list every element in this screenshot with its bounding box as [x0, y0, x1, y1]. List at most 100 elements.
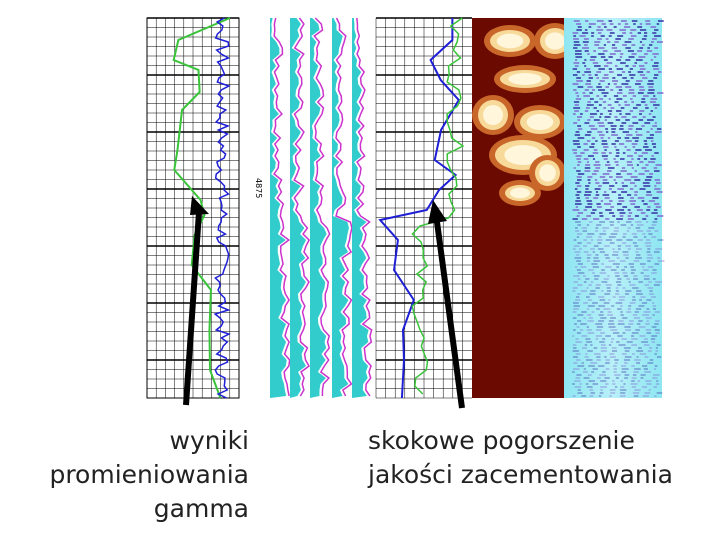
vdl-stroke — [573, 302, 579, 304]
vdl-stroke — [596, 356, 601, 358]
vdl-stroke — [613, 95, 619, 97]
gamma-noise-curve — [213, 17, 231, 399]
vdl-stroke — [634, 194, 638, 196]
vdl-stroke — [619, 128, 624, 130]
vdl-stroke — [657, 239, 664, 241]
vdl-stroke — [576, 80, 583, 82]
vdl-stroke — [647, 260, 651, 262]
vdl-stroke — [609, 176, 613, 178]
vdl-stroke — [652, 305, 657, 307]
vdl-stroke — [633, 275, 638, 277]
vdl-stroke — [629, 320, 634, 322]
vdl-stroke — [644, 284, 650, 286]
vdl-stroke — [611, 143, 616, 145]
vdl-stroke — [639, 47, 644, 49]
vdl-stroke — [655, 332, 660, 334]
vdl-stroke — [654, 152, 659, 154]
vdl-stroke — [649, 293, 654, 295]
vdl-stroke — [574, 257, 582, 259]
vdl-stroke — [577, 365, 585, 367]
vdl-stroke — [577, 173, 585, 175]
vdl-stroke — [576, 332, 581, 334]
vdl-stroke — [581, 335, 588, 337]
vdl-stroke — [632, 374, 637, 376]
vdl-stroke — [646, 320, 649, 322]
vdl-stroke — [634, 185, 637, 187]
vdl-stroke — [621, 71, 626, 73]
vdl-stroke — [573, 41, 580, 43]
vdl-stroke — [604, 116, 611, 118]
vdl-stroke — [607, 167, 615, 169]
vdl-stroke — [642, 395, 649, 397]
vdl-stroke — [586, 257, 591, 259]
vdl-stroke — [621, 368, 629, 370]
vdl-stroke — [647, 83, 654, 85]
vdl-stroke — [650, 98, 658, 100]
vdl-stroke — [586, 260, 590, 262]
vdl-stroke — [634, 359, 641, 361]
vdl-track — [564, 18, 665, 398]
vdl-stroke — [635, 257, 642, 259]
vdl-stroke — [616, 266, 620, 268]
vdl-stroke — [577, 224, 581, 226]
vdl-stroke — [637, 92, 644, 94]
vdl-stroke — [585, 164, 591, 166]
vdl-stroke — [585, 206, 592, 208]
vdl-stroke — [623, 254, 629, 256]
vdl-stroke — [626, 278, 630, 280]
vdl-stroke — [582, 41, 589, 43]
vdl-stroke — [584, 170, 591, 172]
vdl-stroke — [595, 284, 601, 286]
vdl-stroke — [607, 110, 613, 112]
vdl-stroke — [638, 119, 644, 121]
vdl-stroke — [601, 92, 609, 94]
vdl-stroke — [621, 182, 624, 184]
vdl-stroke — [621, 116, 627, 118]
vdl-stroke — [593, 347, 598, 349]
vdl-stroke — [574, 203, 582, 205]
vdl-stroke — [584, 110, 589, 112]
vdl-stroke — [609, 317, 616, 319]
vdl-stroke — [654, 122, 657, 124]
vdl-stroke — [606, 161, 610, 163]
vdl-stroke — [653, 251, 660, 253]
vdl-stroke — [628, 305, 632, 307]
vdl-stroke — [577, 26, 582, 28]
vdl-stroke — [615, 176, 623, 178]
vdl-stroke — [634, 389, 641, 391]
vdl-stroke — [574, 386, 582, 388]
vdl-stroke — [650, 158, 656, 160]
vdl-stroke — [588, 125, 595, 127]
vdl-stroke — [617, 74, 623, 76]
vdl-stroke — [632, 314, 638, 316]
vdl-stroke — [643, 275, 650, 277]
vdl-stroke — [604, 377, 610, 379]
vdl-stroke — [613, 83, 617, 85]
vdl-stroke — [609, 356, 616, 358]
vdl-stroke — [636, 254, 641, 256]
vdl-stroke — [585, 353, 588, 355]
vdl-stroke — [575, 338, 579, 340]
vdl-stroke — [626, 311, 632, 313]
vdl-stroke — [644, 122, 651, 124]
vdl-stroke — [611, 347, 617, 349]
vdl-stroke — [572, 140, 580, 142]
vdl-stroke — [604, 245, 610, 247]
vdl-stroke — [615, 86, 622, 88]
vdl-stroke — [626, 134, 633, 136]
vdl-stroke — [586, 287, 589, 289]
vdl-stroke — [618, 299, 625, 301]
vdl-stroke — [575, 92, 579, 94]
vdl-stroke — [575, 194, 580, 196]
vdl-stroke — [638, 173, 645, 175]
vdl-stroke — [573, 44, 581, 46]
vdl-stroke — [596, 308, 600, 310]
vdl-stroke — [580, 266, 587, 268]
vdl-stroke — [617, 35, 624, 37]
vdl-stroke — [642, 365, 648, 367]
vdl-stroke — [621, 167, 626, 169]
vdl-stroke — [612, 296, 616, 298]
vdl-stroke — [642, 77, 648, 79]
vdl-stroke — [599, 98, 604, 100]
vdl-stroke — [652, 116, 656, 118]
